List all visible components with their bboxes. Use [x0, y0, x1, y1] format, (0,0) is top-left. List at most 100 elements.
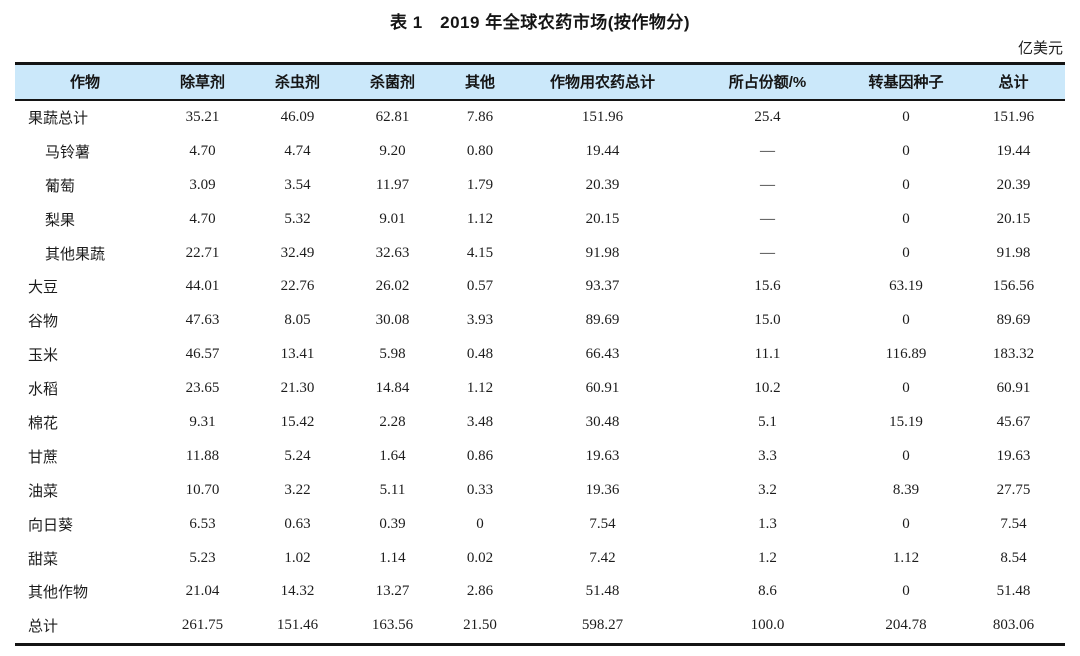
cell: 8.05: [284, 312, 311, 329]
cell: 0: [902, 176, 910, 193]
column-header-2: 杀虫剂: [274, 74, 320, 92]
cell: 32.63: [375, 244, 410, 261]
row-label: 油菜: [28, 483, 59, 500]
cell: 11.97: [375, 176, 410, 193]
row-label: 梨果: [45, 212, 76, 229]
cell: 204.78: [885, 617, 927, 634]
cell: 93.37: [585, 278, 620, 295]
cell: 5.1: [758, 413, 777, 430]
cell: 89.69: [996, 312, 1031, 329]
unit-label: 亿美元: [1017, 41, 1063, 57]
cell: 21.04: [185, 583, 220, 600]
cell: 21.30: [280, 380, 315, 397]
row-label: 玉米: [28, 348, 59, 365]
cell: 0: [902, 108, 910, 125]
cell: 151.46: [276, 617, 319, 634]
cell: 15.19: [889, 413, 923, 430]
cell: 4.70: [189, 142, 216, 159]
table-row: 大豆 44.01 22.76 26.02 0.57 93.37 15.6 63.19 156.5…: [15, 270, 1065, 304]
column-header-5: 作物用农药总计: [549, 74, 655, 92]
cell: 32.49: [280, 244, 315, 261]
cell: 151.96: [581, 108, 624, 125]
cell: 51.48: [585, 583, 620, 600]
cell: 0: [902, 142, 910, 159]
row-label: 其他果蔬: [45, 246, 106, 263]
cell: 5.98: [379, 346, 406, 363]
cell: 0.63: [284, 515, 311, 532]
cell: 0.86: [466, 447, 494, 464]
cell: 1.64: [379, 447, 406, 464]
cell: 3.2: [758, 481, 777, 498]
table-row: 玉米 46.57 13.41 5.98 0.48 66.43 11.1 116.89 183.3…: [15, 338, 1065, 372]
cell: 156.56: [992, 278, 1035, 295]
row-label: 向日葵: [28, 517, 74, 534]
cell: 598.27: [581, 617, 624, 634]
cell: 0.48: [466, 346, 494, 363]
table-row: 马铃薯 4.70 4.74 9.20 0.80 19.44 — 0 19.44: [15, 134, 1065, 168]
cell: 5.11: [379, 481, 406, 498]
cell: 183.32: [992, 346, 1035, 363]
cell: 5.24: [284, 447, 311, 464]
row-label: 谷物: [28, 314, 59, 331]
cell: 0: [902, 447, 910, 464]
table-row: 向日葵 6.53 0.63 0.39 0 7.54 1.3 0 7.54: [15, 507, 1065, 541]
cell: 20.15: [585, 210, 620, 227]
row-label: 大豆: [28, 280, 59, 297]
cell: 62.81: [375, 108, 410, 125]
column-header-3: 杀菌剂: [369, 74, 415, 92]
column-header-8: 总计: [998, 74, 1029, 92]
row-label: 葡萄: [45, 178, 76, 195]
table-row: 其他果蔬 22.71 32.49 32.63 4.15 91.98 — 0 91.98: [15, 236, 1065, 270]
column-header-1: 除草剂: [179, 74, 225, 92]
cell: 0: [902, 380, 910, 397]
cell: 51.48: [996, 583, 1031, 600]
cell: 19.36: [585, 481, 620, 498]
cell: 8.6: [758, 583, 777, 600]
cell: 20.15: [996, 210, 1031, 227]
cell: 0: [902, 244, 910, 261]
cell: 11.88: [185, 447, 220, 464]
table-row: 谷物 47.63 8.05 30.08 3.93 89.69 15.0 0 89.69: [15, 304, 1065, 338]
cell: 60.91: [996, 380, 1031, 397]
cell: 19.44: [585, 142, 620, 159]
cell: 4.74: [284, 142, 311, 159]
cell: 3.3: [758, 447, 777, 464]
cell: 91.98: [996, 244, 1031, 261]
cell: 10.70: [185, 481, 220, 498]
cell: 60.91: [585, 380, 620, 397]
cell: 89.69: [585, 312, 620, 329]
cell: 15.0: [754, 312, 781, 329]
cell: —: [760, 142, 775, 159]
cell: 19.63: [585, 447, 620, 464]
cell: —: [760, 176, 775, 193]
row-label: 水稻: [28, 382, 59, 399]
row-label: 棉花: [28, 415, 59, 432]
cell: 1.3: [758, 515, 777, 532]
row-label: 马铃薯: [45, 144, 91, 161]
cell: 116.89: [885, 346, 927, 363]
cell: 8.39: [892, 481, 920, 498]
row-label: 甘蔗: [28, 449, 59, 466]
table-header-row: 作物 除草剂 杀虫剂 杀菌剂 其他 作物用农药总计 所占份额/% 转基因种子 总计: [15, 63, 1065, 100]
cell: 7.42: [589, 549, 616, 566]
cell: 8.54: [1000, 549, 1027, 566]
cell: 9.01: [379, 210, 406, 227]
cell: 0.39: [379, 515, 406, 532]
cell: 1.2: [758, 549, 777, 566]
cell: 7.54: [1000, 515, 1027, 532]
table-row: 总计 261.75 151.46 163.56 21.50 598.27 100.0 204.…: [15, 609, 1065, 644]
table-row: 甜菜 5.23 1.02 1.14 0.02 7.42 1.2 1.12 8.54: [15, 541, 1065, 575]
cell: 20.39: [996, 176, 1031, 193]
cell: 13.27: [375, 583, 410, 600]
cell: 0.33: [466, 481, 494, 498]
cell: 3.22: [284, 481, 311, 498]
table-row: 油菜 10.70 3.22 5.11 0.33 19.36 3.2 8.39 27.75: [15, 473, 1065, 507]
cell: 0: [902, 210, 910, 227]
cell: 19.44: [996, 142, 1031, 159]
cell: 0: [902, 583, 910, 600]
cell: 30.48: [585, 413, 620, 430]
cell: 1.02: [284, 549, 311, 566]
cell: 66.43: [585, 346, 620, 363]
row-label: 果蔬总计: [28, 110, 89, 127]
cell: 0: [902, 515, 910, 532]
